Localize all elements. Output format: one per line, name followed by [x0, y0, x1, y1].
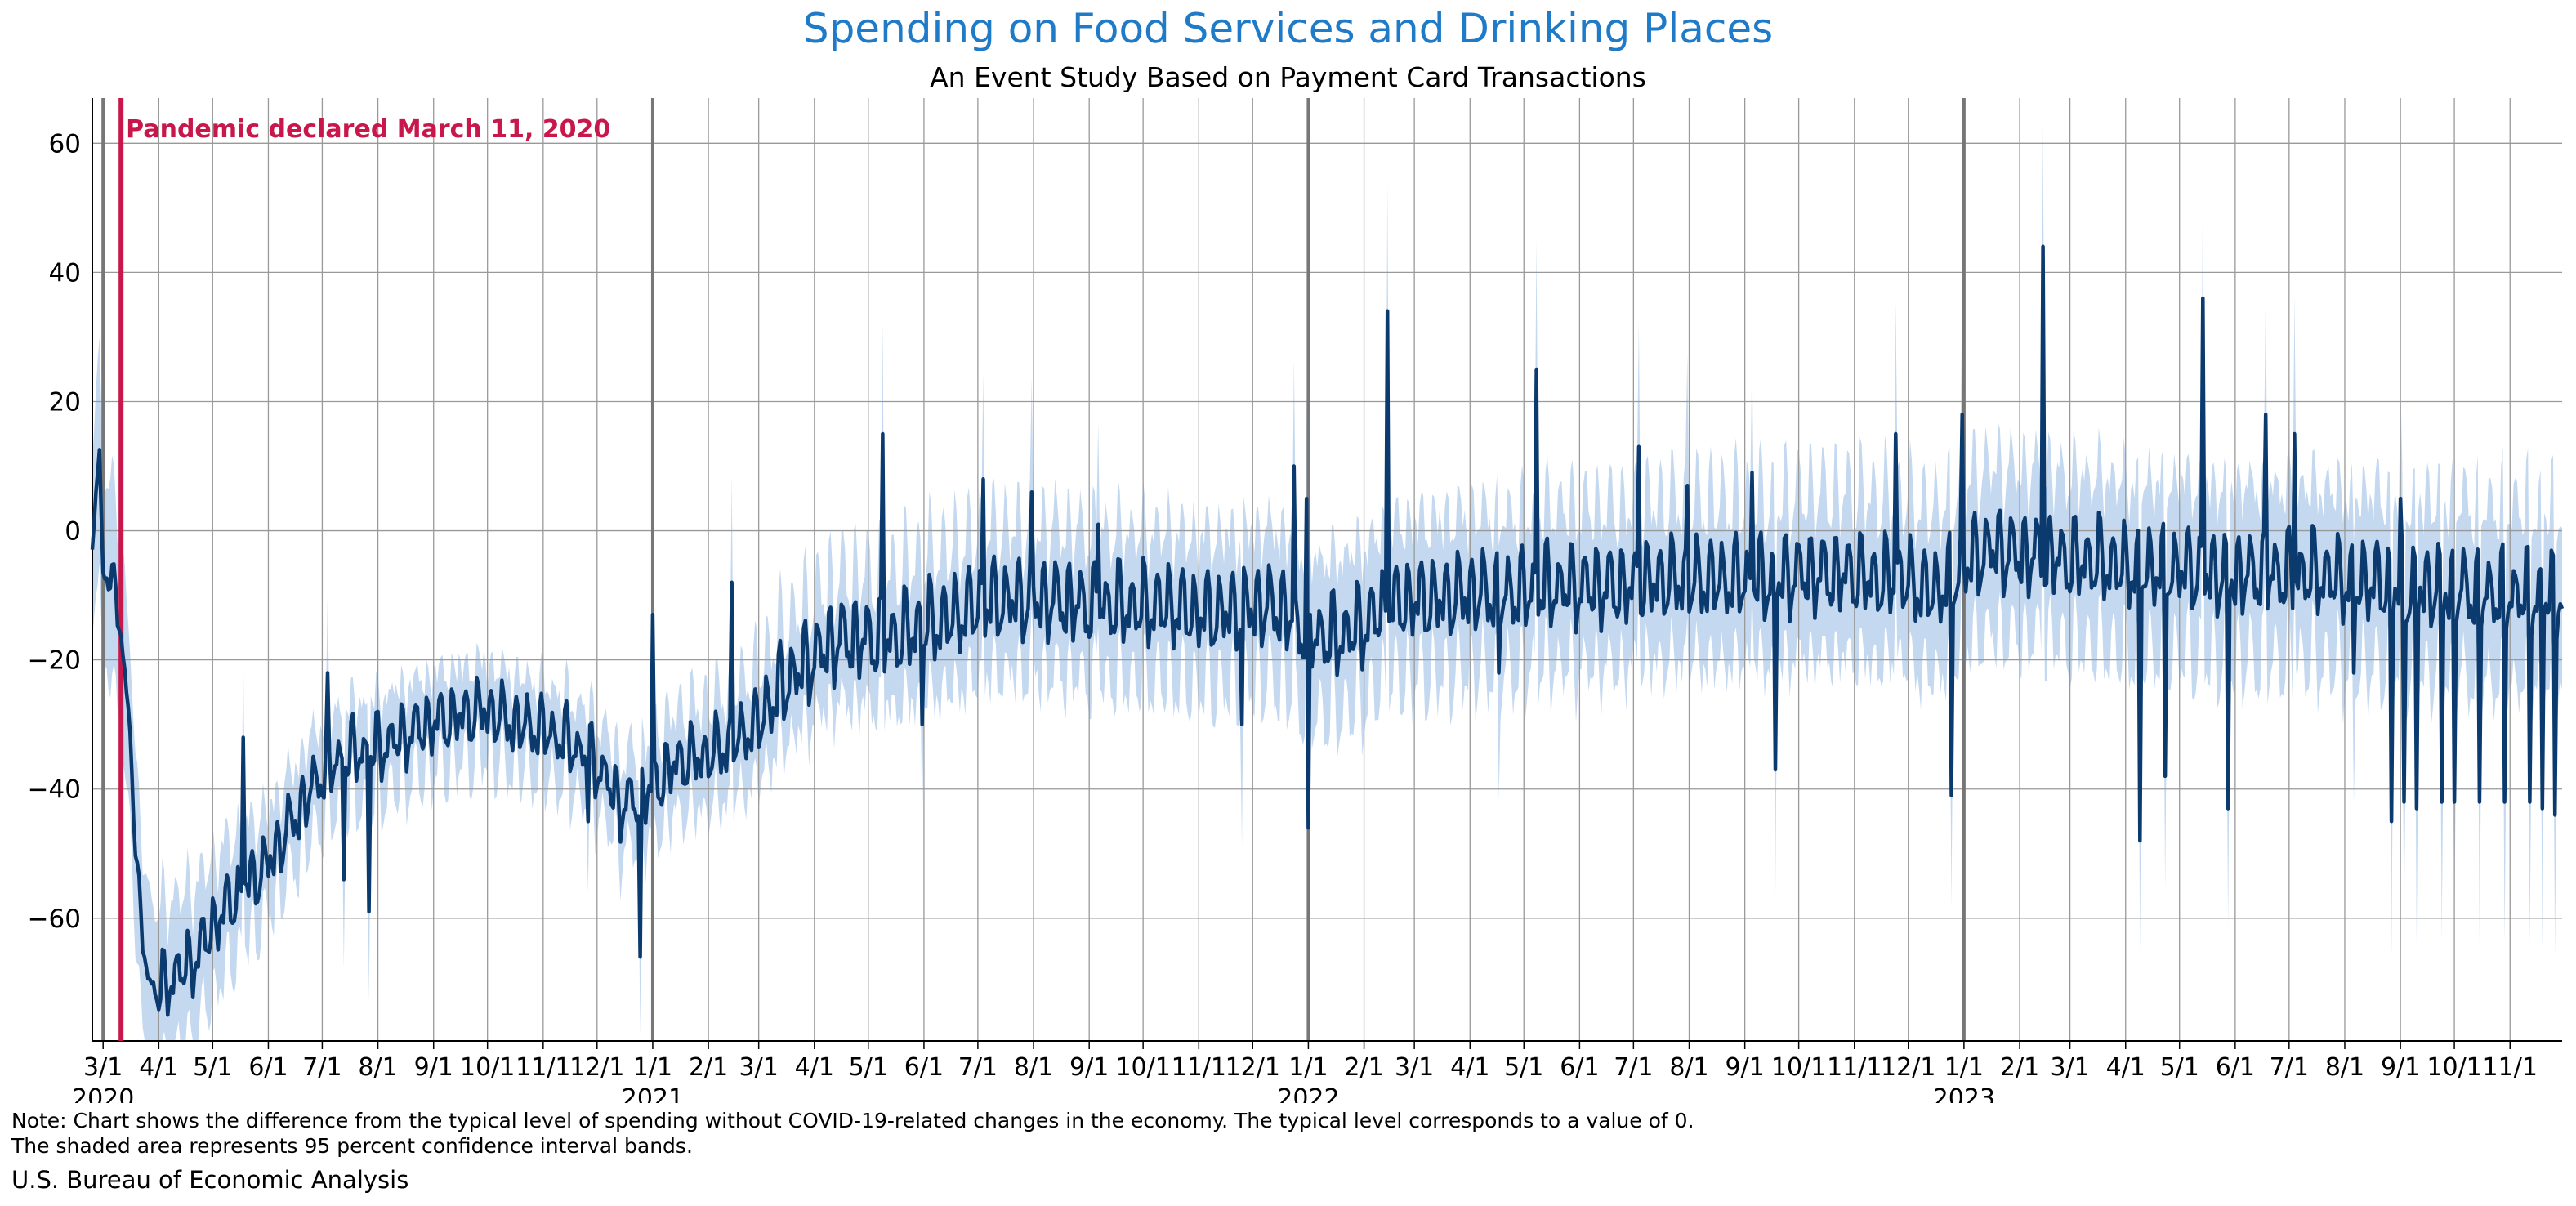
chart-subtitle: An Event Study Based on Payment Card Tra…: [930, 61, 1646, 93]
y-tick-label: −40: [28, 775, 81, 805]
x-tick-label: 10/1: [1115, 1053, 1170, 1082]
x-tick-label: 3/1: [83, 1053, 123, 1082]
note-line-2: The shaded area represents 95 percent co…: [11, 1134, 693, 1158]
x-tick-label: 12/1: [569, 1053, 624, 1082]
x-tick-label: 10/1: [2426, 1053, 2481, 1082]
x-tick-label: 5/1: [1504, 1053, 1543, 1082]
x-tick-label: 2/1: [1344, 1053, 1383, 1082]
x-tick-label: 12/1: [1881, 1053, 1935, 1082]
x-tick-label: 3/1: [739, 1053, 779, 1082]
x-tick-label: 12/1: [1225, 1053, 1280, 1082]
confidence-band-group: [92, 122, 2562, 1041]
x-year-label: 2023: [1933, 1084, 1995, 1103]
x-tick-label: 4/1: [2106, 1053, 2145, 1082]
x-tick-label: 5/1: [2160, 1053, 2199, 1082]
x-tick-label: 3/1: [2050, 1053, 2089, 1082]
x-tick-label: 6/1: [2216, 1053, 2255, 1082]
x-tick-label: 11/1: [2483, 1053, 2538, 1082]
x-tick-label: 8/1: [358, 1053, 397, 1082]
source-credit: U.S. Bureau of Economic Analysis: [11, 1166, 409, 1194]
y-tick-label: 60: [49, 129, 81, 159]
note-line-1: Note: Chart shows the difference from th…: [11, 1109, 1694, 1132]
x-tick-label: 4/1: [1450, 1053, 1489, 1082]
x-tick-label: 6/1: [1560, 1053, 1599, 1082]
y-tick-label: 20: [49, 387, 81, 417]
x-tick-label: 5/1: [849, 1053, 888, 1082]
y-tick-label: 40: [49, 258, 81, 288]
x-year-label: 2022: [1277, 1084, 1339, 1103]
x-year-label: 2021: [622, 1084, 684, 1103]
y-tick-label: −60: [28, 904, 81, 934]
y-tick-label: 0: [65, 517, 81, 547]
x-tick-label: 7/1: [302, 1053, 342, 1082]
x-tick-label: 3/1: [1395, 1053, 1434, 1082]
confidence-band: [92, 122, 2562, 1041]
x-tick-label: 9/1: [1069, 1053, 1109, 1082]
x-tick-label: 8/1: [1669, 1053, 1708, 1082]
y-tick-label: −20: [28, 646, 81, 676]
x-tick-label: 9/1: [2381, 1053, 2420, 1082]
x-year-label: 2020: [72, 1084, 134, 1103]
chart-note: Note: Chart shows the difference from th…: [11, 1108, 1694, 1159]
x-tick-label: 4/1: [795, 1053, 834, 1082]
x-tick-label: 2/1: [2000, 1053, 2039, 1082]
x-tick-label: 7/1: [1614, 1053, 1653, 1082]
x-tick-label: 10/1: [460, 1053, 515, 1082]
x-tick-label: 5/1: [193, 1053, 232, 1082]
x-tick-label: 9/1: [414, 1053, 453, 1082]
x-tick-label: 6/1: [248, 1053, 288, 1082]
x-tick-label: 7/1: [958, 1053, 998, 1082]
x-tick-label: 8/1: [2325, 1053, 2364, 1082]
chart-title: Spending on Food Services and Drinking P…: [802, 5, 1774, 52]
pandemic-event-label: Pandemic declared March 11, 2020: [126, 115, 610, 144]
x-tick-label: 11/1: [1172, 1053, 1226, 1082]
x-tick-label: 10/1: [1771, 1053, 1826, 1082]
x-tick-label: 6/1: [904, 1053, 944, 1082]
spending-series-line: [90, 244, 2565, 1017]
x-tick-label: 1/1: [1944, 1053, 1984, 1082]
x-tick-label: 11/1: [516, 1053, 570, 1082]
chart-canvas: 60 40 20 0 −20 −40 −60 3/1 2020 4/1 5/1 6/1 7/1 8/1 9/…: [28, 98, 2565, 1103]
x-tick-label: 11/1: [1827, 1053, 1882, 1082]
x-tick-label: 7/1: [2270, 1053, 2309, 1082]
x-tick-label: 9/1: [1726, 1053, 1765, 1082]
x-tick-label: 1/1: [633, 1053, 672, 1082]
x-tick-label: 2/1: [689, 1053, 728, 1082]
x-tick-label: 1/1: [1288, 1053, 1328, 1082]
x-tick-label: 8/1: [1014, 1053, 1053, 1082]
x-tick-label: 4/1: [139, 1053, 178, 1082]
